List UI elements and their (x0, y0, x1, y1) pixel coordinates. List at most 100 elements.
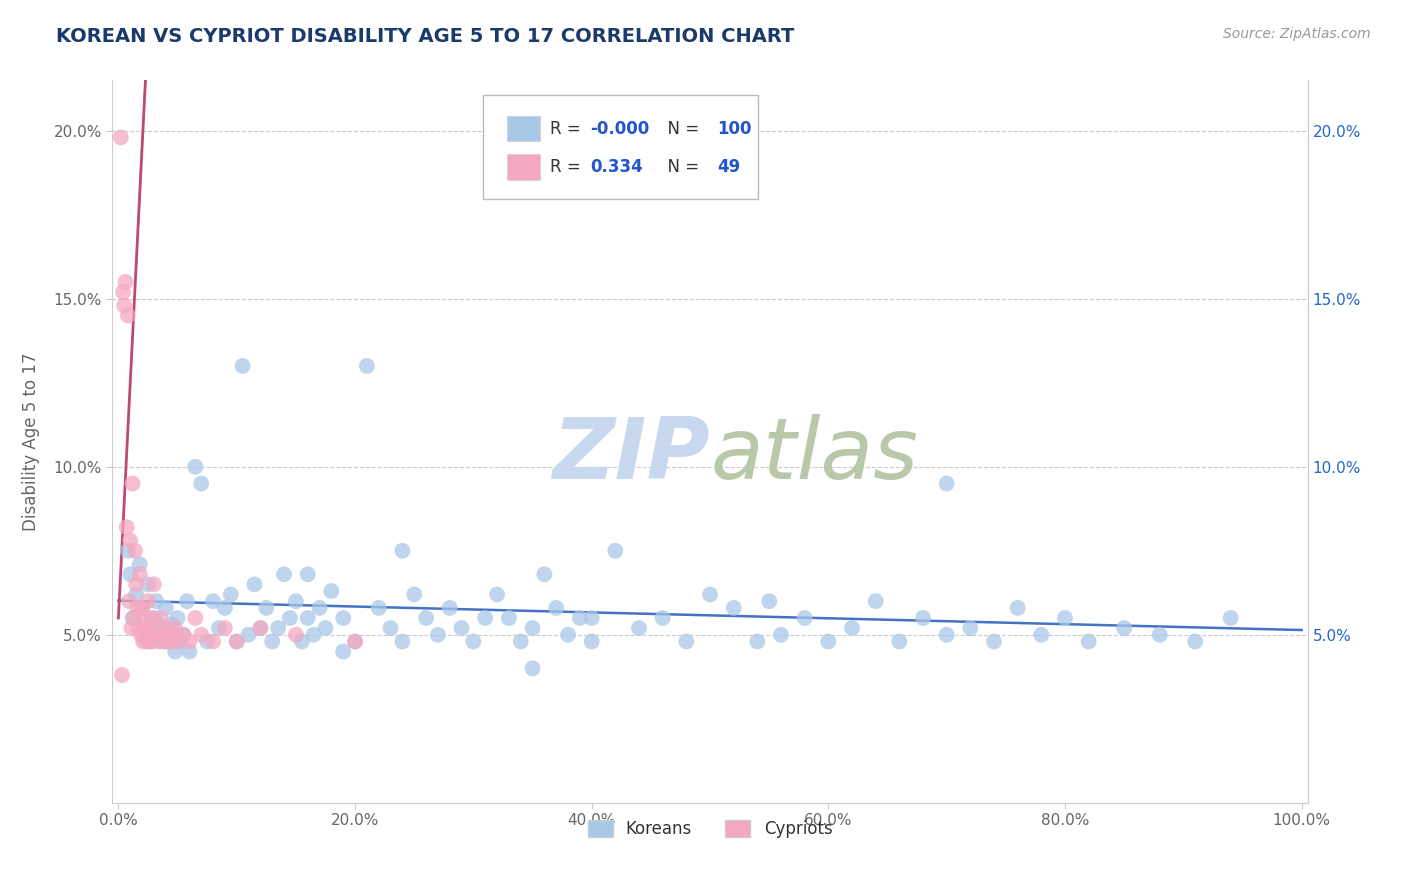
Point (302, 628, 325, 642)
Point (128, 558, 150, 572)
Point (128, 621, 150, 635)
Text: -0.000: -0.000 (591, 120, 650, 137)
Point (132, 634, 155, 648)
Point (134, 611, 156, 625)
Point (404, 587, 426, 601)
Point (356, 359, 378, 373)
Point (125, 587, 148, 601)
Point (498, 611, 520, 625)
Point (184, 459, 207, 474)
Point (1149, 628, 1171, 642)
Point (135, 634, 157, 648)
Point (568, 611, 591, 625)
Point (208, 621, 231, 635)
Point (232, 359, 254, 373)
Point (297, 611, 319, 625)
Point (114, 275, 136, 289)
Point (911, 611, 934, 625)
Point (450, 621, 472, 635)
Point (121, 476, 143, 491)
Y-axis label: Disability Age 5 to 17: Disability Age 5 to 17 (22, 352, 39, 531)
Point (426, 628, 449, 642)
Point (1077, 634, 1099, 648)
Point (1007, 600, 1029, 615)
Point (129, 628, 152, 642)
Point (278, 611, 301, 625)
Point (605, 543, 627, 558)
Point (344, 634, 367, 648)
Point (160, 617, 183, 632)
Point (166, 634, 188, 648)
Point (321, 584, 343, 599)
Point (115, 520, 138, 534)
Point (249, 621, 271, 635)
Point (142, 611, 165, 625)
Point (136, 577, 159, 591)
Point (162, 628, 184, 642)
Point (769, 628, 792, 642)
Point (557, 628, 579, 642)
Point (284, 628, 307, 642)
Point (184, 611, 207, 625)
Point (179, 634, 201, 648)
Point (148, 634, 170, 648)
Point (344, 634, 367, 648)
Point (474, 611, 496, 625)
Point (1114, 621, 1136, 635)
Point (249, 621, 271, 635)
Point (1053, 611, 1076, 625)
Bar (508, 154, 540, 179)
Point (935, 476, 957, 491)
Point (179, 644, 201, 658)
Text: 49: 49 (717, 158, 741, 176)
Point (1031, 628, 1053, 642)
Point (118, 594, 141, 608)
Point (165, 644, 187, 658)
Point (127, 600, 149, 615)
Point (136, 594, 159, 608)
Point (202, 594, 225, 608)
Point (380, 621, 402, 635)
Point (817, 634, 839, 648)
Point (138, 621, 160, 635)
Point (581, 634, 603, 648)
Point (793, 611, 815, 625)
Point (142, 577, 165, 591)
Point (120, 567, 142, 582)
Point (889, 634, 911, 648)
Point (522, 621, 544, 635)
Point (131, 600, 153, 615)
Point (439, 600, 461, 615)
Point (202, 634, 225, 648)
Point (522, 661, 544, 675)
Point (135, 621, 157, 635)
Point (125, 577, 148, 591)
Point (117, 309, 139, 323)
Point (112, 298, 135, 312)
Point (117, 543, 139, 558)
Point (391, 543, 413, 558)
FancyBboxPatch shape (484, 95, 758, 200)
Point (165, 621, 187, 635)
Point (297, 567, 319, 582)
Point (581, 611, 603, 625)
Text: N =: N = (658, 120, 704, 137)
Point (243, 577, 266, 591)
Point (150, 611, 173, 625)
Point (112, 285, 135, 299)
Point (157, 628, 180, 642)
Text: R =: R = (550, 158, 586, 176)
Point (332, 644, 354, 658)
Point (145, 621, 167, 635)
Point (675, 634, 697, 648)
Point (314, 621, 336, 635)
Point (699, 587, 721, 601)
Point (758, 594, 780, 608)
Point (145, 594, 167, 608)
Point (141, 611, 163, 625)
Point (238, 628, 260, 642)
Point (176, 594, 198, 608)
Text: 0.334: 0.334 (591, 158, 644, 176)
Text: ZIP: ZIP (553, 415, 710, 498)
Point (841, 621, 863, 635)
